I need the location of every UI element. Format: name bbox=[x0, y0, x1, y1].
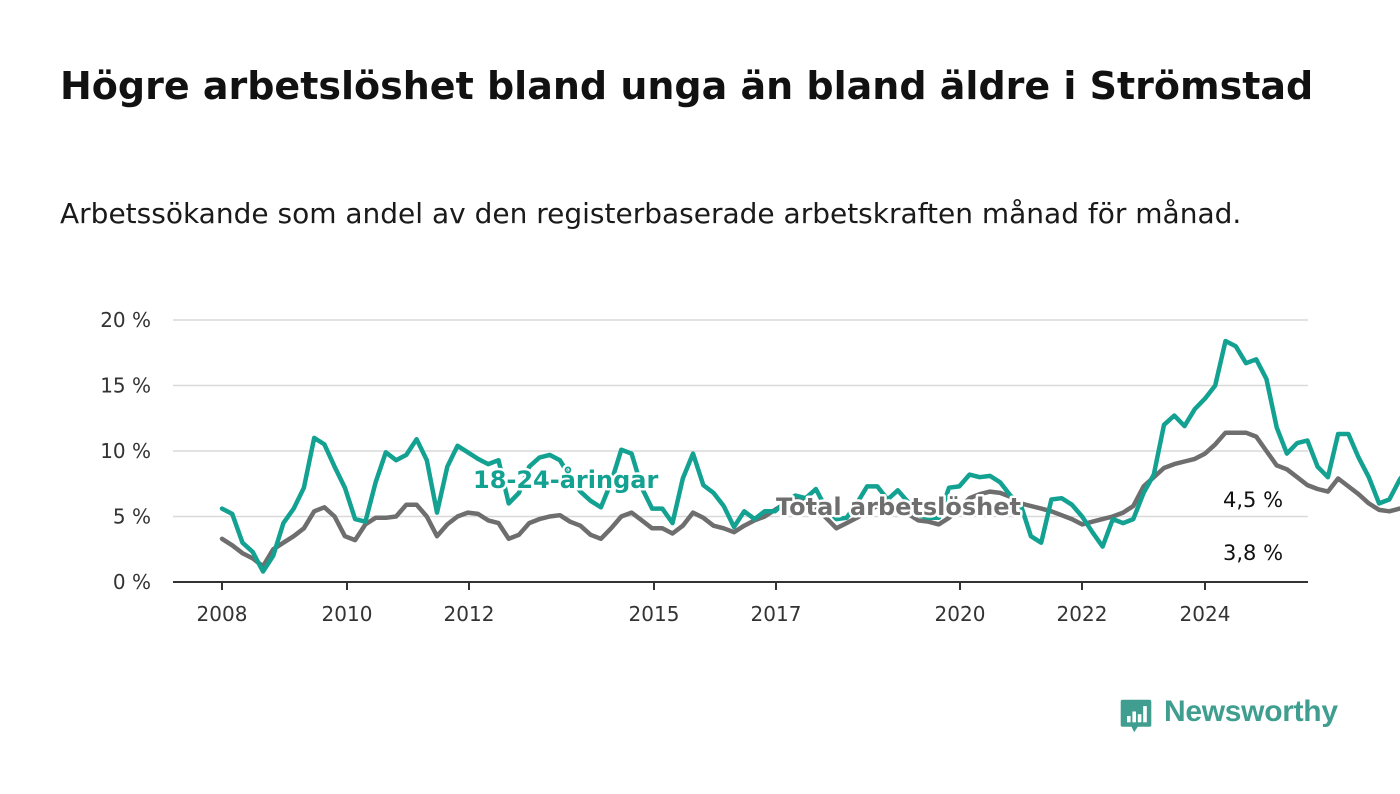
chart-subtitle: Arbetssökande som andel av den registerb… bbox=[60, 197, 1242, 230]
y-tick-label: 10 % bbox=[100, 439, 151, 463]
series-labels: 18-24-åringar Total arbetslöshet 4,5 % 3… bbox=[471, 463, 1284, 566]
y-tick-label: 0 % bbox=[113, 570, 151, 594]
x-tick-label: 2015 bbox=[629, 602, 680, 626]
end-label-upper: 4,5 % bbox=[1223, 488, 1283, 512]
newsworthy-logo: Newsworthy bbox=[1118, 690, 1338, 734]
y-tick-label: 15 % bbox=[100, 374, 151, 398]
series-lines bbox=[219, 338, 1400, 574]
x-tick-label: 2022 bbox=[1057, 602, 1108, 626]
brand-name: Newsworthy bbox=[1164, 695, 1338, 728]
x-tick-label: 2010 bbox=[322, 602, 373, 626]
series-label-youth: 18-24-åringar bbox=[473, 465, 658, 494]
x-axis-ticks: 2008 2010 2012 2015 2017 2020 2022 2024 bbox=[197, 582, 1231, 626]
series-line-youth bbox=[219, 338, 1400, 574]
x-tick-label: 2020 bbox=[935, 602, 986, 626]
series-line-total bbox=[219, 430, 1400, 569]
x-tick-label: 2024 bbox=[1180, 602, 1231, 626]
x-tick-label: 2017 bbox=[751, 602, 802, 626]
end-label-lower: 3,8 % bbox=[1223, 541, 1283, 565]
chart-title: Högre arbetslöshet bland unga än bland ä… bbox=[60, 64, 1314, 108]
bar-chart-speech-bubble-icon bbox=[1120, 699, 1152, 733]
x-tick-label: 2012 bbox=[444, 602, 495, 626]
y-tick-label: 5 % bbox=[113, 505, 151, 529]
x-tick-label: 2008 bbox=[197, 602, 248, 626]
series-label-total: Total arbetslöshet bbox=[776, 493, 1021, 521]
line-chart: 0 %5 %10 %15 %20 % 2008 2010 2012 2015 2017 2… bbox=[100, 308, 1400, 626]
y-tick-label: 20 % bbox=[100, 308, 151, 332]
y-axis-tick-labels: 0 % 5 % 10 % 15 % 20 % bbox=[100, 308, 151, 594]
